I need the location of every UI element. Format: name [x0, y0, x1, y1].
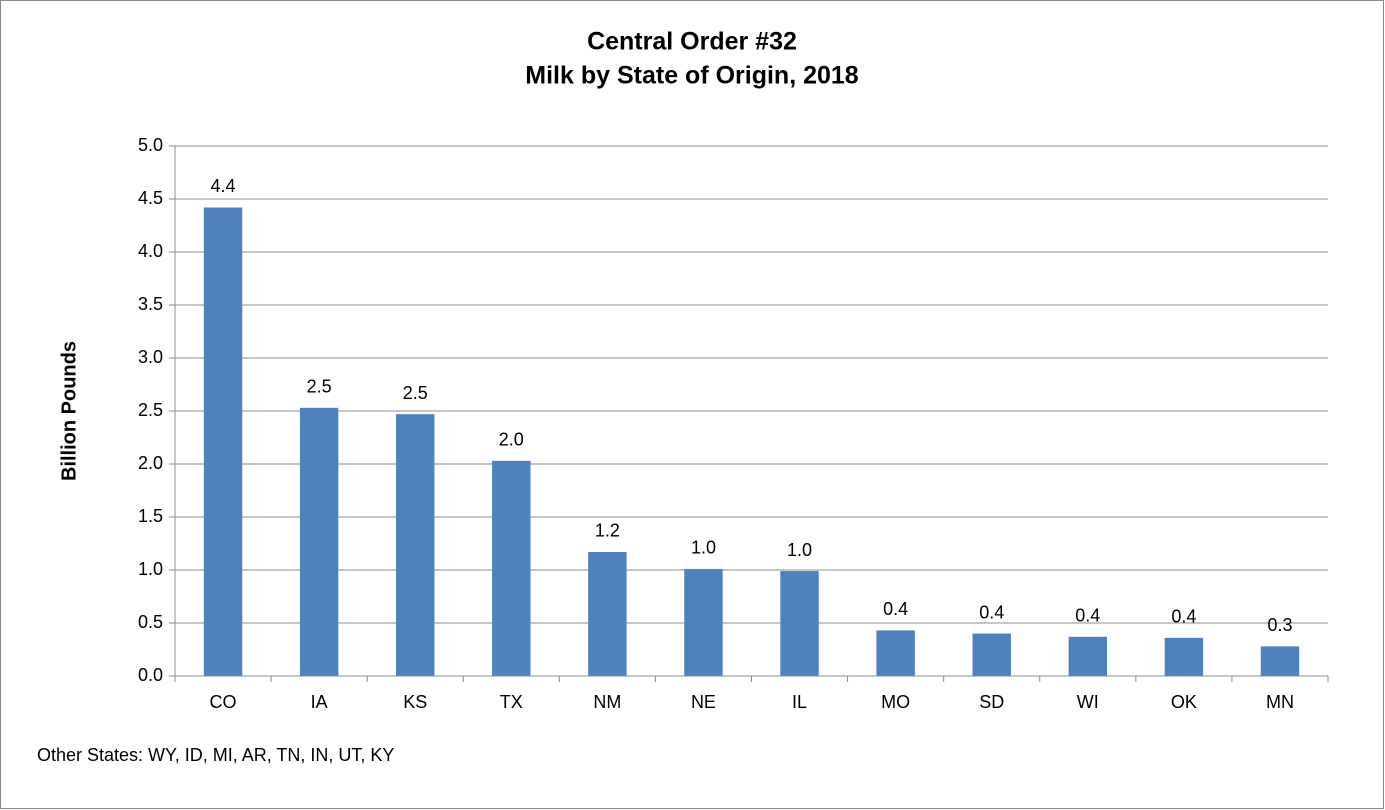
bar: [588, 551, 627, 676]
bar: [780, 571, 819, 676]
x-tick-label: KS: [403, 692, 427, 712]
y-tick-label: 4.0: [138, 241, 163, 261]
y-tick-label: 3.5: [138, 294, 163, 314]
y-tick-label: 4.5: [138, 188, 163, 208]
data-label: 0.4: [1171, 607, 1196, 627]
y-tick-label: 3.0: [138, 347, 163, 367]
data-label: 1.2: [595, 521, 620, 541]
x-tick-label: CO: [210, 692, 237, 712]
data-label: 2.5: [403, 383, 428, 403]
bar: [1260, 646, 1300, 676]
data-label: 0.3: [1267, 615, 1292, 635]
x-tick-label: IA: [311, 692, 328, 712]
x-tick-label: MO: [881, 692, 910, 712]
y-tick-label: 0.0: [138, 665, 163, 685]
bar: [1164, 637, 1204, 676]
bar: [1068, 636, 1108, 676]
bar: [492, 460, 531, 676]
y-tick-label: 1.0: [138, 559, 163, 579]
bar: [395, 414, 435, 676]
chart-subtitle: Milk by State of Origin, 2018: [525, 62, 859, 90]
y-tick-label: 2.5: [138, 400, 163, 420]
x-tick-label: OK: [1171, 692, 1197, 712]
data-label: 0.4: [1075, 606, 1100, 626]
y-tick-label: 5.0: [138, 135, 163, 155]
bar: [972, 633, 1011, 676]
x-tick-label: NM: [593, 692, 621, 712]
chart-title: Central Order #32: [587, 28, 797, 56]
data-label: 2.0: [499, 430, 524, 450]
data-label: 0.4: [979, 602, 1004, 622]
x-tick-label: NE: [691, 692, 716, 712]
y-axis-label: Billion Pounds: [58, 341, 80, 481]
x-tick-label: SD: [979, 692, 1004, 712]
annotation: Other States: WY, ID, MI, AR, TN, IN, UT…: [37, 745, 394, 765]
bar: [684, 568, 723, 676]
data-label: 1.0: [691, 538, 716, 558]
x-tick-label: IL: [792, 692, 807, 712]
data-label: 1.0: [787, 540, 812, 560]
y-tick-label: 2.0: [138, 453, 163, 473]
y-tick-label: 0.5: [138, 612, 163, 632]
x-tick-label: MN: [1266, 692, 1294, 712]
bar: [876, 630, 915, 676]
bar: [203, 207, 243, 677]
y-tick-label: 1.5: [138, 506, 163, 526]
x-tick-label: WI: [1077, 692, 1099, 712]
data-label: 0.4: [883, 599, 908, 619]
data-label: 2.5: [307, 377, 332, 397]
bar: [299, 407, 339, 676]
x-tick-label: TX: [500, 692, 523, 712]
data-label: 4.4: [211, 176, 236, 196]
